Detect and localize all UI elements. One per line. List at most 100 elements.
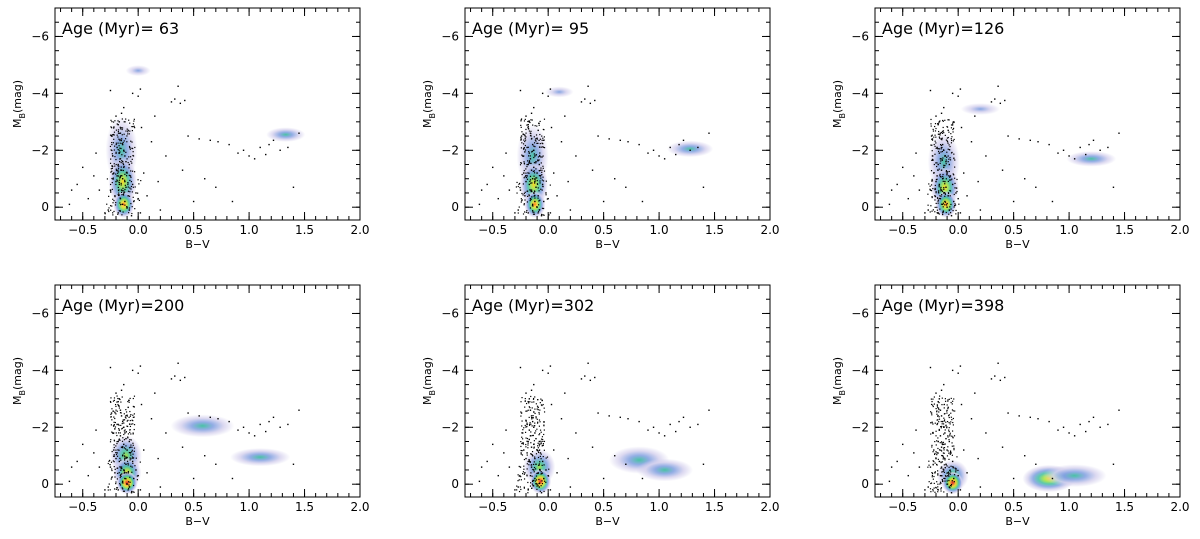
star-point — [949, 484, 952, 487]
star-point — [298, 409, 300, 411]
star-point — [110, 461, 113, 463]
star-point — [132, 462, 134, 464]
star-point — [116, 423, 118, 426]
density-blob — [116, 471, 138, 495]
star-point — [114, 426, 117, 428]
star-point — [526, 160, 529, 162]
star-point — [124, 204, 126, 206]
star-point — [123, 470, 125, 472]
star-point — [949, 434, 951, 436]
star-point — [945, 186, 947, 188]
star-point — [948, 430, 950, 433]
star-point — [529, 406, 531, 409]
star-point — [931, 180, 934, 182]
star-point — [127, 472, 129, 474]
star-point — [537, 187, 539, 189]
star-point — [927, 204, 929, 206]
star-point — [133, 200, 135, 203]
star-point — [954, 159, 956, 161]
star-point — [949, 450, 952, 452]
star-point — [542, 139, 544, 141]
star-point — [137, 372, 139, 374]
star-point — [942, 126, 944, 129]
star-point — [943, 449, 945, 451]
star-point — [130, 451, 132, 454]
star-point — [931, 138, 934, 140]
plot-frame — [54, 7, 361, 221]
star-point — [950, 179, 952, 181]
star-point — [520, 138, 522, 140]
star-point — [123, 443, 125, 446]
star-point — [129, 425, 132, 428]
star-point — [133, 413, 135, 415]
star-point — [522, 143, 525, 145]
star-point — [931, 472, 933, 474]
star-point — [531, 143, 534, 146]
star-point — [131, 212, 133, 215]
star-point — [129, 459, 131, 461]
star-point — [941, 190, 944, 192]
star-point — [528, 151, 530, 153]
star-point — [930, 190, 933, 192]
star-point — [112, 432, 115, 434]
star-point — [532, 213, 535, 215]
star-point — [115, 449, 117, 451]
star-point — [248, 432, 250, 434]
star-point — [515, 186, 517, 188]
star-point — [997, 362, 999, 364]
star-point — [292, 186, 295, 188]
star-point — [523, 487, 525, 489]
y-tick-label: −4 — [441, 363, 459, 377]
star-point — [177, 85, 179, 87]
y-tick-label: −4 — [851, 86, 869, 100]
star-point — [121, 482, 124, 484]
star-point — [125, 175, 128, 177]
star-point — [123, 413, 125, 415]
star-point — [112, 198, 114, 200]
star-point — [526, 437, 529, 440]
star-point — [545, 180, 547, 182]
star-point — [531, 182, 533, 184]
star-point — [131, 446, 133, 448]
star-point — [535, 162, 537, 164]
star-point — [942, 469, 945, 471]
star-point — [936, 464, 938, 466]
star-point — [934, 462, 936, 464]
star-point — [918, 466, 921, 468]
star-point — [110, 439, 112, 441]
star-point — [931, 178, 933, 181]
star-point — [543, 214, 545, 216]
star-point — [523, 465, 525, 467]
star-point — [116, 401, 118, 403]
star-point — [950, 215, 953, 217]
star-point — [530, 435, 532, 437]
star-point — [118, 460, 121, 463]
star-point — [129, 476, 131, 478]
star-point — [934, 211, 936, 213]
panel-3: −0.5 0.0 0.5 1.0 1.5 2.0−6−4−20B−VMB(mag)Age … — [831, 7, 1190, 251]
star-point — [1073, 435, 1076, 437]
star-point — [118, 145, 120, 147]
star-point — [538, 464, 540, 466]
star-point — [115, 457, 117, 460]
star-point — [118, 183, 121, 186]
star-point — [953, 153, 955, 155]
star-point — [117, 148, 119, 151]
star-point — [126, 207, 128, 209]
star-point — [131, 471, 133, 473]
star-point — [1057, 429, 1059, 431]
y-tick-label: −6 — [31, 29, 49, 43]
star-point — [534, 457, 536, 460]
star-point — [943, 477, 945, 480]
star-point — [536, 485, 538, 487]
star-point — [536, 138, 538, 140]
star-point — [127, 462, 129, 465]
star-point — [533, 401, 535, 403]
star-point — [192, 477, 195, 480]
star-point — [937, 414, 939, 417]
star-point — [536, 488, 538, 490]
star-point — [113, 133, 115, 136]
star-point — [948, 398, 950, 400]
star-point — [70, 466, 73, 468]
star-point — [949, 159, 952, 161]
